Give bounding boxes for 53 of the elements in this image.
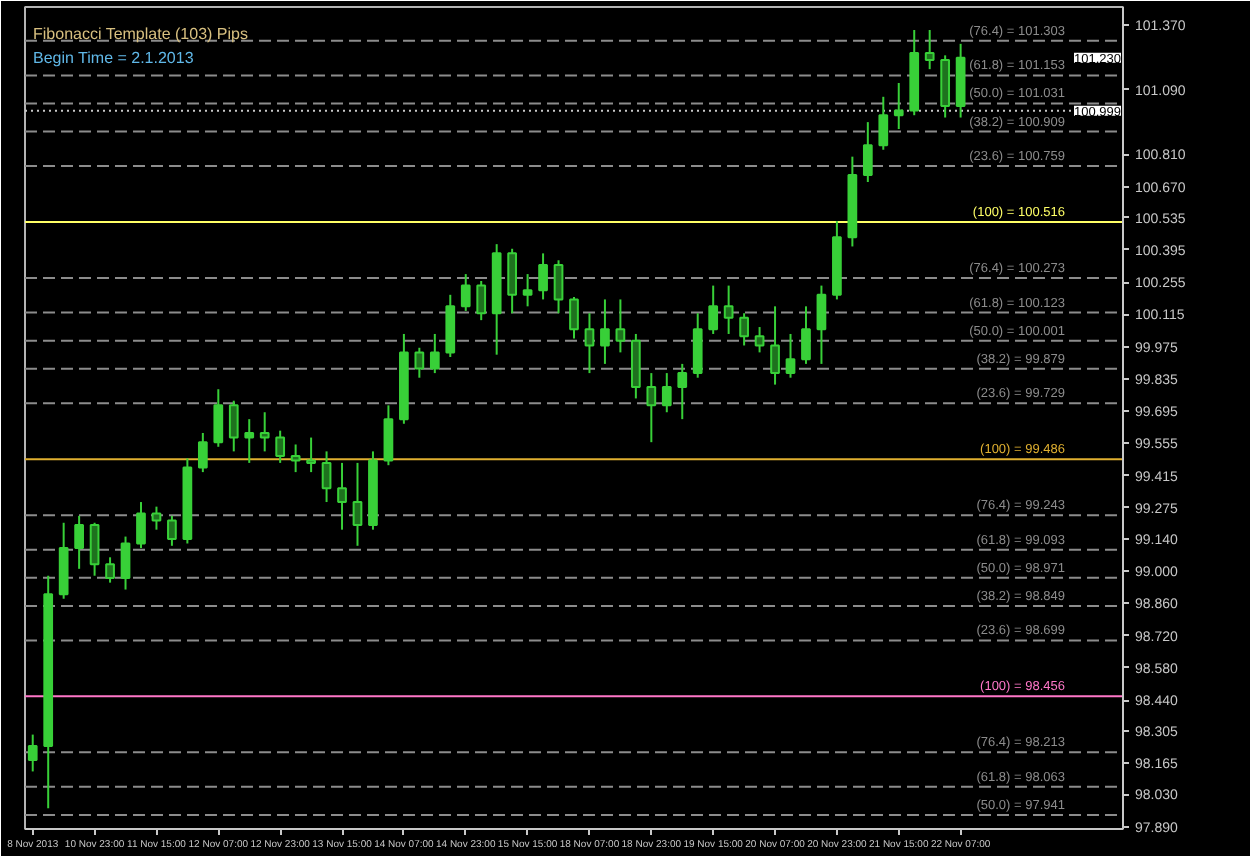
candlestick (739, 312, 749, 347)
candlestick (383, 404, 394, 467)
candlestick (862, 121, 873, 183)
candlestick (507, 247, 518, 315)
candlestick (677, 362, 688, 421)
candlestick (630, 332, 641, 400)
text: Fibonacci Template (103) Pips (33, 25, 248, 43)
candlestick (460, 273, 471, 312)
candlestick (89, 521, 100, 577)
candlestick (58, 521, 69, 600)
candlestick (306, 436, 316, 474)
candlestick (290, 443, 301, 474)
candlestick (167, 514, 177, 547)
candlestick (321, 450, 332, 504)
candlestick (476, 280, 487, 322)
candlestick (785, 332, 796, 379)
candlestick (723, 284, 734, 335)
candlestick (105, 556, 115, 584)
candlestick (940, 54, 951, 119)
candlestick (27, 733, 38, 773)
candlestick (136, 501, 146, 550)
candlestick (120, 535, 131, 591)
candlestick (352, 461, 363, 547)
candlestick (429, 332, 440, 375)
candlestick (74, 514, 84, 570)
candlestick (708, 284, 719, 335)
candlestick (646, 372, 657, 444)
candlestick (553, 259, 564, 315)
candlestick (259, 411, 270, 453)
candlestick (661, 372, 672, 414)
candlestick (600, 298, 610, 365)
candlestick (228, 399, 239, 453)
candlestick (445, 293, 456, 358)
text: Begin Time = 2.1.2013 (33, 49, 195, 67)
candlestick (569, 296, 579, 340)
candlestick (213, 388, 224, 448)
candlestick (878, 95, 889, 151)
candlestick (615, 298, 626, 354)
candlestick (816, 284, 827, 365)
candlestick (522, 273, 533, 308)
candlestick (754, 326, 765, 354)
candlestick (538, 252, 548, 301)
candlestick (244, 418, 255, 464)
candlestick (337, 461, 347, 531)
candlestick (893, 81, 904, 131)
candlestick (924, 29, 935, 71)
candlestick (414, 346, 425, 379)
candlestick (275, 429, 286, 464)
candlestick (692, 312, 703, 379)
candlestick (197, 431, 208, 474)
candlestick (801, 305, 811, 365)
candlestick (584, 312, 595, 375)
candlestick (770, 305, 780, 386)
